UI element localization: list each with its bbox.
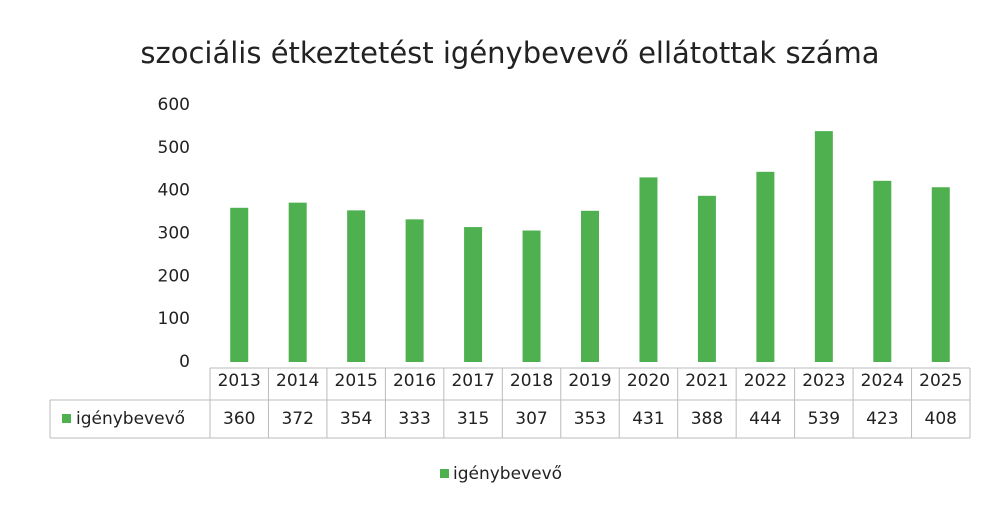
table-value: 360 bbox=[223, 409, 255, 429]
bar bbox=[230, 207, 249, 362]
y-tick-label: 100 bbox=[158, 309, 190, 329]
y-tick-label: 600 bbox=[158, 95, 190, 115]
x-tick-label: 2024 bbox=[861, 371, 904, 391]
table-value: 431 bbox=[632, 409, 664, 429]
table-value: 333 bbox=[398, 409, 430, 429]
table-value: 539 bbox=[808, 409, 840, 429]
y-tick-label: 0 bbox=[179, 352, 190, 372]
legend-label: igénybevevő bbox=[453, 464, 562, 484]
x-tick-label: 2023 bbox=[802, 371, 845, 391]
x-tick-label: 2018 bbox=[510, 371, 553, 391]
bar bbox=[756, 171, 775, 362]
y-tick-label: 400 bbox=[158, 181, 190, 201]
x-tick-label: 2017 bbox=[451, 371, 494, 391]
x-tick-label: 2013 bbox=[218, 371, 261, 391]
bar bbox=[581, 210, 599, 362]
y-tick-label: 300 bbox=[158, 224, 190, 244]
bar bbox=[931, 187, 950, 362]
table-legend-key bbox=[62, 414, 71, 423]
legend-key bbox=[440, 469, 449, 478]
bar bbox=[522, 230, 541, 362]
x-tick-label: 2014 bbox=[276, 371, 319, 391]
table-value: 315 bbox=[457, 409, 489, 429]
table-series-name: igénybevevő bbox=[76, 409, 185, 429]
table-value: 408 bbox=[925, 409, 957, 429]
chart-title: szociális étkeztetést igénybevevő elláto… bbox=[140, 36, 879, 70]
table-value: 423 bbox=[866, 409, 898, 429]
x-tick-label: 2022 bbox=[744, 371, 787, 391]
bar bbox=[814, 131, 833, 362]
x-tick-label: 2021 bbox=[685, 371, 728, 391]
bar bbox=[873, 180, 892, 362]
bar bbox=[405, 219, 424, 362]
x-tick-label: 2025 bbox=[919, 371, 962, 391]
y-tick-label: 500 bbox=[158, 138, 190, 158]
table-value: 354 bbox=[340, 409, 372, 429]
x-tick-label: 2016 bbox=[393, 371, 436, 391]
table-value: 353 bbox=[574, 409, 606, 429]
bar bbox=[347, 210, 366, 362]
y-tick-label: 200 bbox=[158, 266, 190, 286]
x-tick-label: 2019 bbox=[568, 371, 611, 391]
table-value: 372 bbox=[281, 409, 313, 429]
x-tick-label: 2015 bbox=[335, 371, 378, 391]
table-value: 444 bbox=[749, 409, 781, 429]
bar bbox=[697, 195, 716, 362]
bar bbox=[639, 177, 658, 362]
x-tick-label: 2020 bbox=[627, 371, 670, 391]
bar bbox=[288, 202, 307, 362]
table-value: 388 bbox=[691, 409, 723, 429]
bar bbox=[464, 227, 483, 362]
table-value: 307 bbox=[515, 409, 547, 429]
